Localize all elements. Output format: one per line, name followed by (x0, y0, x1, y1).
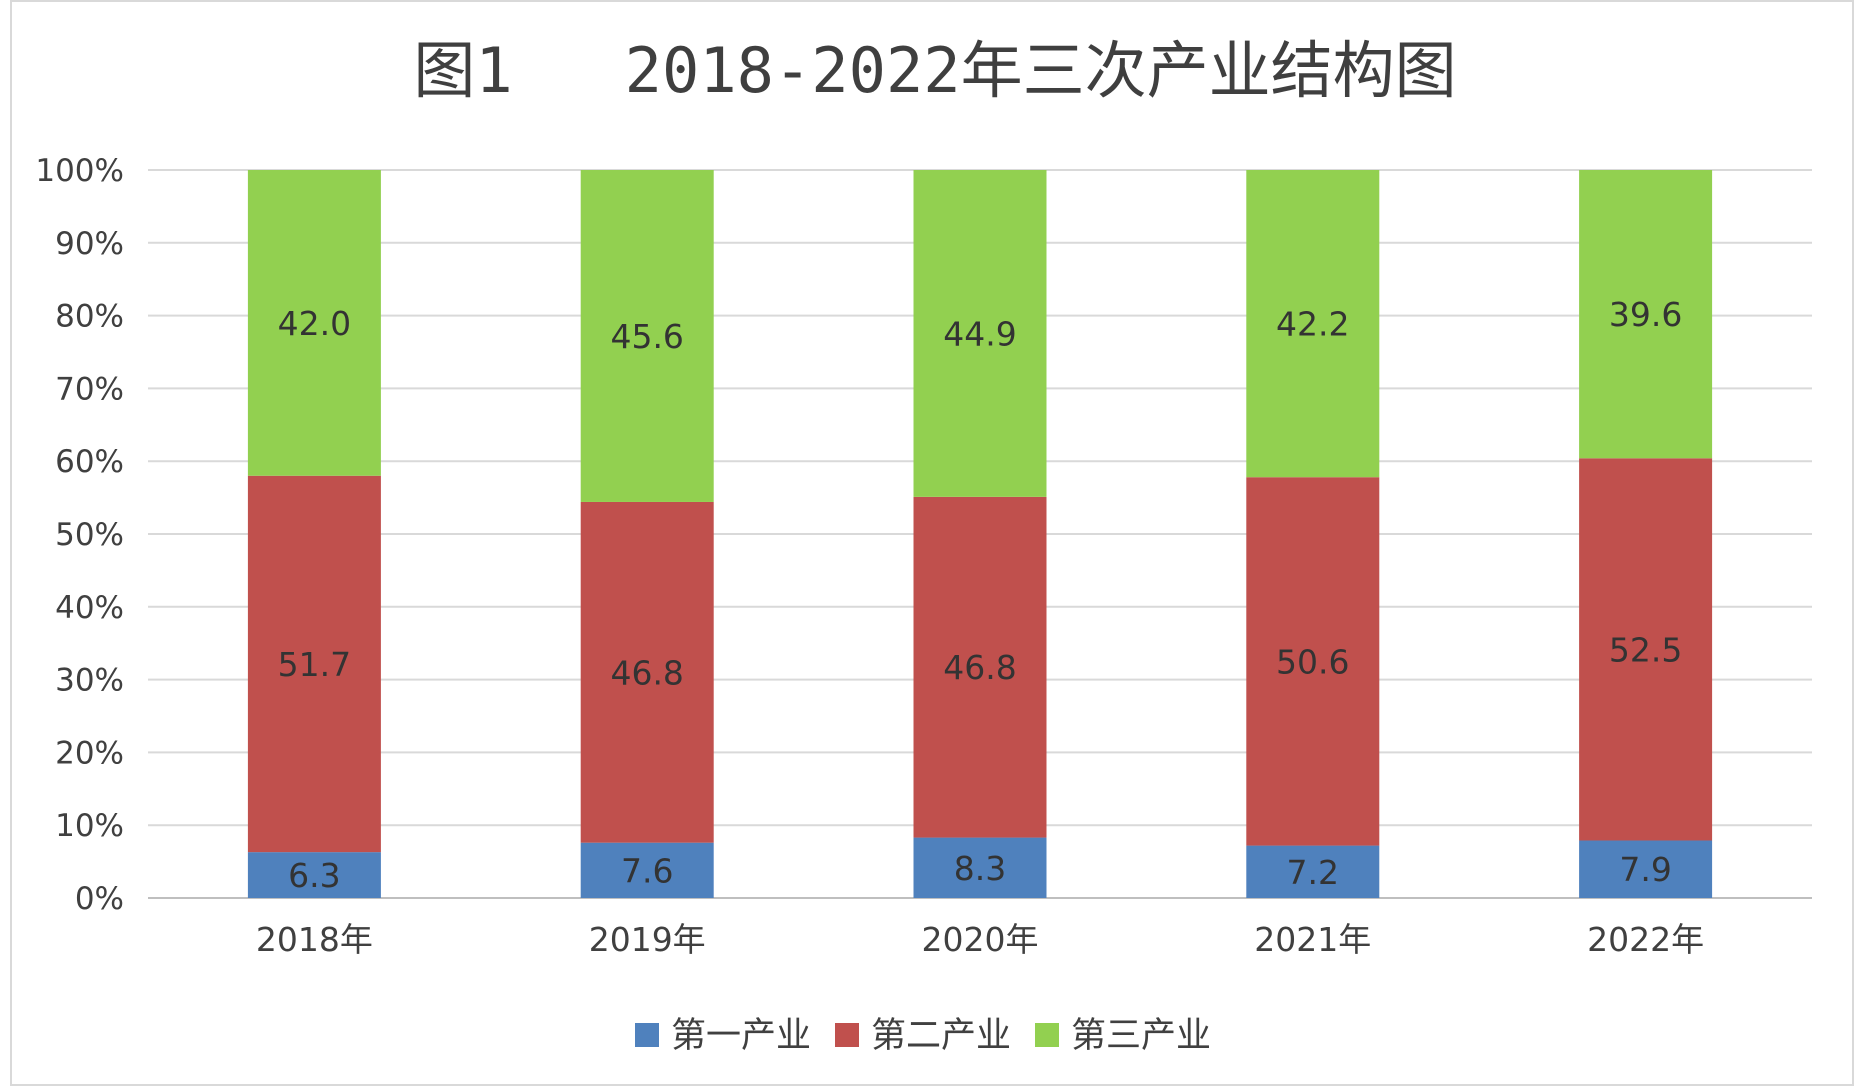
y-tick-label: 30% (55, 663, 124, 699)
y-tick-label: 10% (55, 808, 124, 844)
bar-segment (247, 170, 381, 476)
y-tick-label: 100% (35, 153, 124, 189)
y-tick-label: 20% (55, 735, 124, 771)
data-label: 7.2 (1287, 853, 1339, 892)
bar-segment (913, 496, 1047, 838)
data-label: 7.9 (1619, 850, 1671, 889)
bar-segment (580, 842, 714, 898)
x-tick-label: 2019年 (589, 920, 706, 959)
chart-title: 图1 2018-2022年三次产业结构图 (413, 34, 1456, 107)
data-label: 42.0 (278, 304, 351, 343)
y-tick-label: 80% (55, 299, 124, 335)
legend: 第一产业 第二产业 第三产业 (635, 1016, 1211, 1056)
data-label: 39.6 (1609, 295, 1682, 334)
legend-swatch (635, 1023, 659, 1047)
data-label: 52.5 (1609, 630, 1682, 669)
y-tick-label: 60% (55, 444, 124, 480)
legend-swatch (835, 1023, 859, 1047)
bar-segment (1579, 170, 1713, 459)
data-label: 45.6 (610, 317, 683, 356)
bar-segment (913, 170, 1047, 497)
x-tick-label: 2018年 (256, 920, 373, 959)
data-label: 46.8 (943, 648, 1016, 687)
x-tick-label: 2021年 (1254, 920, 1371, 959)
legend-label: 第二产业 (871, 1016, 1011, 1056)
data-label: 6.3 (288, 856, 340, 895)
bar-segment (580, 501, 714, 843)
x-axis-ticks: 2018年 2019年 2020年 2021年 2022年 (256, 920, 1704, 959)
data-label: 50.6 (1276, 642, 1349, 681)
data-label: 46.8 (610, 653, 683, 692)
data-label: 42.2 (1276, 305, 1349, 344)
data-label: 51.7 (278, 645, 351, 684)
bar-segment (247, 852, 381, 898)
bar-segment (247, 475, 381, 853)
y-tick-label: 90% (55, 226, 124, 262)
data-label: 7.6 (621, 851, 673, 890)
y-tick-label: 0% (75, 881, 124, 917)
bar-segment (1579, 458, 1713, 841)
bar-segment (913, 837, 1047, 898)
bar-segment (1246, 845, 1380, 898)
legend-label: 第一产业 (671, 1016, 811, 1056)
y-tick-label: 40% (55, 590, 124, 626)
data-label: 44.9 (943, 314, 1016, 353)
data-label: 8.3 (954, 849, 1006, 888)
y-tick-label: 50% (55, 517, 124, 553)
y-tick-label: 70% (55, 371, 124, 407)
bar-segment (1246, 477, 1380, 846)
bar-segment (1246, 170, 1380, 478)
x-tick-label: 2020年 (922, 920, 1039, 959)
x-tick-label: 2022年 (1587, 920, 1704, 959)
bar-segment (580, 170, 714, 502)
bar-segment (1579, 840, 1713, 898)
legend-label: 第三产业 (1071, 1016, 1211, 1056)
bars (247, 170, 1713, 898)
data-labels: 6.3 51.7 42.0 7.6 46.8 45.6 8.3 46.8 44.9 7.2 50.6… (278, 295, 1683, 895)
legend-swatch (1035, 1023, 1059, 1047)
y-axis-ticks: 0% 10% 20% 30% 40% 50% 60% 70% 80% 90% 100% (35, 153, 124, 917)
